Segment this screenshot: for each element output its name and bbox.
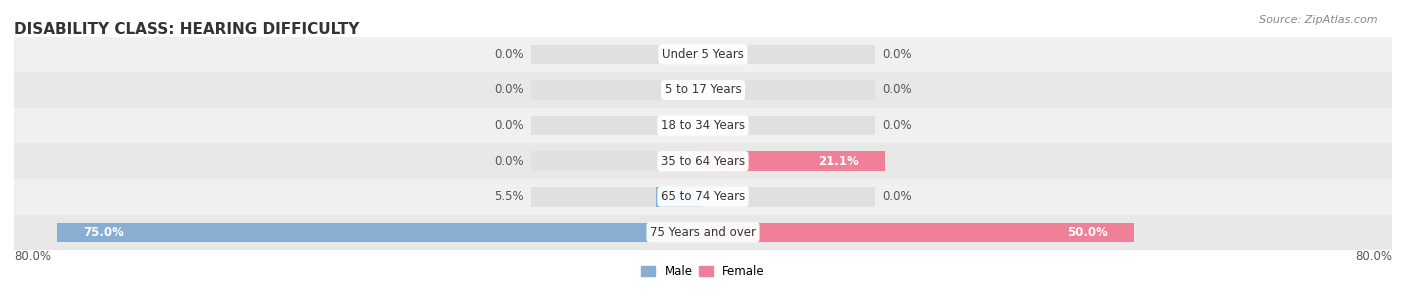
Text: 65 to 74 Years: 65 to 74 Years bbox=[661, 190, 745, 203]
Bar bbox=[703, 151, 884, 171]
Text: 0.0%: 0.0% bbox=[495, 155, 524, 168]
Text: 0.0%: 0.0% bbox=[882, 119, 911, 132]
Bar bbox=[531, 45, 703, 64]
Text: 80.0%: 80.0% bbox=[1355, 250, 1392, 263]
Text: 0.0%: 0.0% bbox=[882, 190, 911, 203]
Legend: Male, Female: Male, Female bbox=[637, 260, 769, 283]
Text: 5 to 17 Years: 5 to 17 Years bbox=[665, 84, 741, 96]
Text: 75.0%: 75.0% bbox=[83, 226, 124, 239]
Text: 0.0%: 0.0% bbox=[495, 84, 524, 96]
Bar bbox=[531, 116, 703, 135]
Text: 18 to 34 Years: 18 to 34 Years bbox=[661, 119, 745, 132]
Bar bbox=[531, 80, 703, 100]
Text: DISABILITY CLASS: HEARING DIFFICULTY: DISABILITY CLASS: HEARING DIFFICULTY bbox=[14, 22, 360, 37]
Text: 75 Years and over: 75 Years and over bbox=[650, 226, 756, 239]
Text: 35 to 64 Years: 35 to 64 Years bbox=[661, 155, 745, 168]
Bar bbox=[58, 223, 703, 242]
Text: Source: ZipAtlas.com: Source: ZipAtlas.com bbox=[1260, 15, 1378, 25]
Bar bbox=[655, 187, 703, 206]
Text: Under 5 Years: Under 5 Years bbox=[662, 48, 744, 61]
Text: 0.0%: 0.0% bbox=[882, 84, 911, 96]
Bar bbox=[14, 179, 1392, 214]
Bar bbox=[703, 116, 875, 135]
Bar bbox=[14, 72, 1392, 108]
Text: 0.0%: 0.0% bbox=[882, 48, 911, 61]
Text: 50.0%: 50.0% bbox=[1067, 226, 1108, 239]
Text: 21.1%: 21.1% bbox=[818, 155, 859, 168]
Bar bbox=[14, 143, 1392, 179]
Bar bbox=[14, 214, 1392, 250]
Bar bbox=[703, 187, 875, 206]
Bar bbox=[14, 37, 1392, 72]
Bar bbox=[703, 223, 1133, 242]
Bar bbox=[703, 151, 875, 171]
Text: 80.0%: 80.0% bbox=[14, 250, 51, 263]
Bar bbox=[14, 108, 1392, 143]
Text: 0.0%: 0.0% bbox=[495, 119, 524, 132]
Text: 0.0%: 0.0% bbox=[495, 48, 524, 61]
Bar bbox=[531, 151, 703, 171]
Text: 5.5%: 5.5% bbox=[495, 190, 524, 203]
Bar bbox=[531, 187, 703, 206]
Bar bbox=[703, 80, 875, 100]
Bar bbox=[703, 45, 875, 64]
Bar bbox=[703, 223, 875, 242]
Bar bbox=[531, 223, 703, 242]
